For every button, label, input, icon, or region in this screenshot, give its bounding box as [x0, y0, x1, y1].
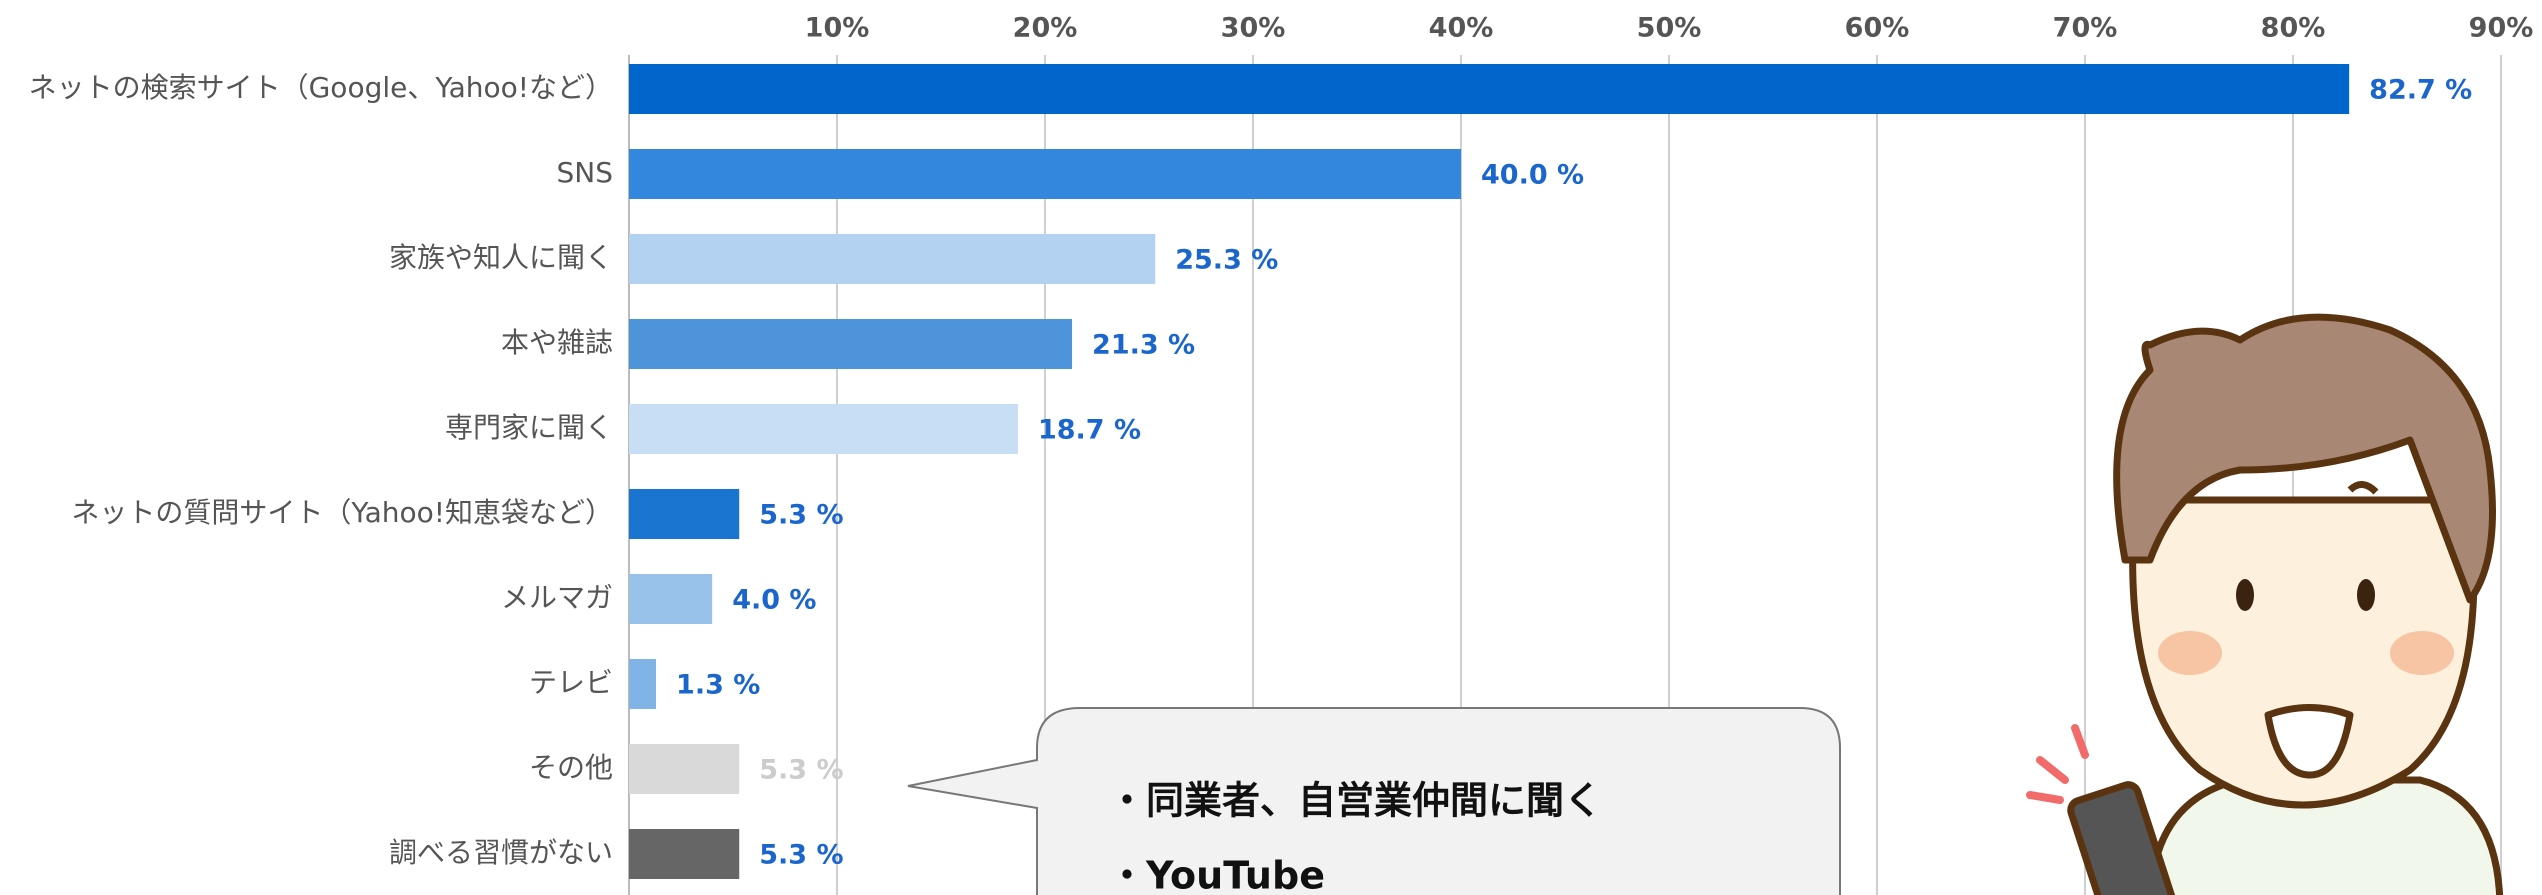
bar: [629, 574, 712, 624]
value-label: 25.3 %: [1175, 245, 1278, 276]
annotation: ・YouTube: [1108, 854, 1325, 895]
bar: [629, 149, 1461, 199]
y-tick-label: 家族や知人に聞く: [389, 241, 613, 274]
y-tick-label: 本や雑誌: [501, 326, 613, 359]
bar: [629, 404, 1018, 454]
annotation: ・同業者、自営業仲間に聞く: [1108, 779, 1602, 823]
y-tick-label: その他: [529, 751, 613, 784]
illustration: [2030, 317, 2500, 895]
bar: [629, 489, 739, 539]
x-tick-label: 10%: [805, 13, 870, 44]
bar: [629, 319, 1072, 369]
bar: [629, 234, 1155, 284]
y-tick-label: 専門家に聞く: [445, 411, 613, 444]
value-label: 40.0 %: [1481, 160, 1584, 191]
x-tick-label: 30%: [1221, 13, 1286, 44]
x-tick-label: 70%: [2053, 13, 2118, 44]
x-tick-label: 80%: [2261, 13, 2326, 44]
x-tick-label: 90%: [2469, 13, 2534, 44]
x-tick-label: 50%: [1637, 13, 1702, 44]
bar: [629, 659, 656, 709]
chart: 10% 20% 30% 40% 50% 60% 70% 80% 90% ネットの検索サイト（Go…: [0, 0, 2542, 895]
y-tick-label: ネットの検索サイト（Google、Yahoo!など）: [29, 71, 613, 104]
value-label: 21.3 %: [1092, 330, 1195, 361]
x-tick-label: 40%: [1429, 13, 1494, 44]
x-tick-label: 20%: [1013, 13, 1078, 44]
value-label: 82.7 %: [2369, 75, 2472, 106]
y-tick-label: メルマガ: [501, 581, 613, 614]
value-label: 5.3 %: [759, 755, 843, 786]
y-tick-label: 調べる習慣がない: [389, 836, 613, 869]
value-label: 5.3 %: [759, 840, 843, 871]
value-label: 18.7 %: [1038, 415, 1141, 446]
x-tick-label: 60%: [1845, 13, 1910, 44]
y-tick-label: テレビ: [529, 666, 613, 699]
value-label: 1.3 %: [676, 670, 760, 701]
y-tick-label: ネットの質問サイト（Yahoo!知恵袋など）: [71, 496, 613, 529]
y-tick-label: SNS: [557, 156, 614, 189]
value-label: 4.0 %: [732, 585, 816, 616]
value-label: 5.3 %: [759, 500, 843, 531]
bar: [629, 744, 739, 794]
bar: [629, 829, 739, 879]
bar: [629, 64, 2349, 114]
